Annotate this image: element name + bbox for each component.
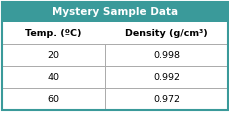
Bar (2, 88, 227, 110)
Bar (2, 2, 227, 22)
Bar (2, 44, 227, 66)
Text: 40: 40 (47, 72, 59, 81)
Bar (2, 66, 227, 88)
Text: 20: 20 (47, 51, 59, 59)
Text: Mystery Sample Data: Mystery Sample Data (52, 7, 177, 17)
Text: 60: 60 (47, 94, 59, 103)
Bar (2, 2, 227, 110)
Bar (2, 22, 227, 44)
Text: 0.972: 0.972 (152, 94, 179, 103)
Text: 0.998: 0.998 (152, 51, 179, 59)
Text: 0.992: 0.992 (152, 72, 179, 81)
Text: Temp. (ºC): Temp. (ºC) (25, 29, 81, 38)
Text: Density (g/cm³): Density (g/cm³) (125, 29, 207, 38)
